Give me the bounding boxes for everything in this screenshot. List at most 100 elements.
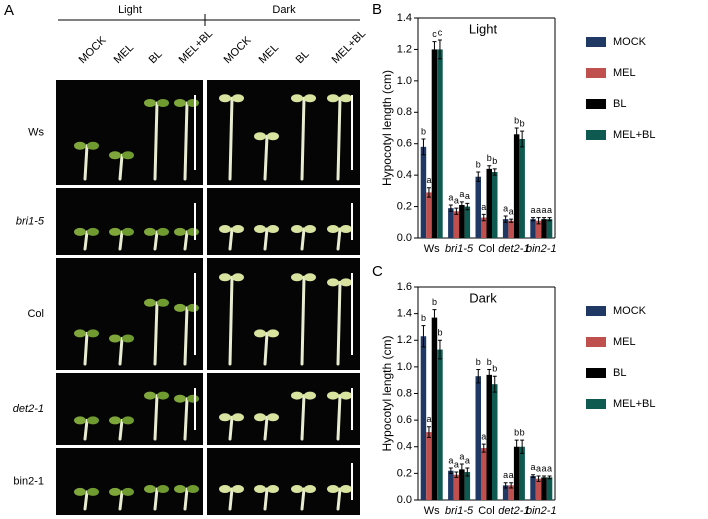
significance-letter: b bbox=[487, 357, 492, 367]
treatment-label: MOCK bbox=[222, 34, 254, 66]
significance-letter: b bbox=[520, 427, 525, 437]
x-tick-label: Ws bbox=[424, 505, 440, 517]
bar bbox=[513, 134, 520, 238]
seedling-stem bbox=[263, 415, 269, 441]
y-tick-label: 0.0 bbox=[397, 494, 412, 506]
cotyledon bbox=[254, 413, 266, 422]
seedling-stem bbox=[153, 394, 159, 441]
cotyledon bbox=[187, 227, 199, 236]
legend-label: BL bbox=[613, 98, 626, 110]
bar bbox=[486, 168, 492, 238]
error-bar bbox=[432, 309, 437, 327]
seedling-stem bbox=[153, 101, 159, 181]
y-tick-label: 0.8 bbox=[397, 106, 412, 118]
seedling-stem bbox=[183, 230, 189, 251]
y-tick-label: 0.0 bbox=[397, 232, 412, 244]
bar bbox=[475, 376, 481, 500]
chart-title: Dark bbox=[469, 290, 497, 305]
legend-label: MEL+BL bbox=[613, 398, 656, 410]
seedling-stem bbox=[300, 487, 306, 511]
significance-letter: a bbox=[542, 205, 547, 215]
seedling-stem bbox=[300, 96, 306, 181]
seedling-stem bbox=[228, 415, 234, 441]
cotyledon bbox=[122, 416, 134, 425]
significance-letter: a bbox=[454, 196, 459, 206]
photo bbox=[207, 448, 360, 515]
cotyledon bbox=[232, 225, 244, 234]
error-bar bbox=[465, 467, 470, 477]
cotyledon bbox=[267, 413, 279, 422]
cotyledon bbox=[157, 227, 169, 236]
cotyledon bbox=[87, 416, 99, 425]
bar bbox=[464, 206, 471, 238]
cotyledon bbox=[219, 225, 231, 234]
significance-letter: a bbox=[481, 202, 486, 212]
treatment-label: MEL bbox=[112, 42, 136, 66]
bar bbox=[530, 476, 536, 500]
error-bar bbox=[542, 475, 547, 480]
cotyledon bbox=[327, 391, 339, 400]
condition-label: Dark bbox=[272, 4, 296, 16]
seedling-stem bbox=[300, 394, 306, 441]
x-tick-label: bri1-5 bbox=[445, 243, 474, 255]
bar bbox=[530, 219, 536, 238]
cotyledon bbox=[87, 227, 99, 236]
bar bbox=[453, 474, 460, 500]
error-bar bbox=[476, 369, 481, 384]
cotyledon bbox=[291, 273, 303, 282]
cotyledon bbox=[122, 487, 134, 496]
y-tick-label: 0.6 bbox=[397, 138, 412, 150]
cotyledon bbox=[304, 485, 316, 494]
bar bbox=[492, 384, 498, 500]
y-axis-label: Hypocotyl length (cm) bbox=[380, 335, 394, 451]
treatment-label: BL bbox=[294, 48, 312, 66]
cotyledon bbox=[74, 141, 86, 150]
error-bar bbox=[454, 471, 459, 478]
significance-letter: b bbox=[421, 126, 426, 136]
cotyledon bbox=[267, 485, 279, 494]
significance-letter: a bbox=[465, 191, 470, 201]
cotyledon bbox=[144, 298, 156, 307]
significance-letter: a bbox=[503, 470, 508, 480]
x-tick-label: Col bbox=[478, 505, 495, 517]
cotyledon bbox=[327, 225, 339, 234]
error-bar bbox=[536, 475, 541, 482]
cotyledon bbox=[87, 329, 99, 338]
significance-letter: a bbox=[547, 463, 552, 473]
bar bbox=[546, 477, 553, 500]
error-bar bbox=[547, 217, 552, 222]
error-bar bbox=[481, 213, 486, 222]
error-bar bbox=[459, 201, 464, 209]
significance-letter: c bbox=[432, 29, 437, 39]
cotyledon bbox=[174, 485, 186, 494]
seedling-stem bbox=[183, 101, 189, 181]
treatment-label: MEL+BL bbox=[177, 28, 216, 67]
bar bbox=[508, 220, 514, 238]
cotyledon bbox=[267, 225, 279, 234]
cotyledon bbox=[187, 394, 199, 403]
cotyledon bbox=[232, 485, 244, 494]
significance-letter: a bbox=[448, 192, 453, 202]
seedling-stem bbox=[183, 306, 189, 366]
significance-letter: a bbox=[531, 205, 536, 215]
significance-letter: b bbox=[437, 328, 442, 338]
legend-label: MEL+BL bbox=[613, 129, 656, 141]
cotyledon bbox=[267, 132, 279, 141]
y-tick-label: 1.0 bbox=[397, 361, 412, 373]
legend-swatch bbox=[586, 368, 606, 378]
seedling-stem bbox=[83, 418, 89, 441]
cotyledon bbox=[109, 227, 121, 236]
cotyledon bbox=[340, 391, 352, 400]
seedling-stem bbox=[300, 275, 306, 366]
cotyledon bbox=[304, 94, 316, 103]
x-tick-label: Col bbox=[478, 243, 495, 255]
y-tick-label: 1.4 bbox=[397, 12, 412, 24]
significance-letter: a bbox=[536, 463, 541, 473]
cotyledon bbox=[254, 329, 266, 338]
y-tick-label: 1.0 bbox=[397, 75, 412, 87]
cotyledon bbox=[232, 273, 244, 282]
bar bbox=[541, 477, 547, 500]
significance-letter: b bbox=[492, 156, 497, 166]
photo bbox=[207, 373, 360, 445]
error-bar bbox=[432, 41, 437, 58]
